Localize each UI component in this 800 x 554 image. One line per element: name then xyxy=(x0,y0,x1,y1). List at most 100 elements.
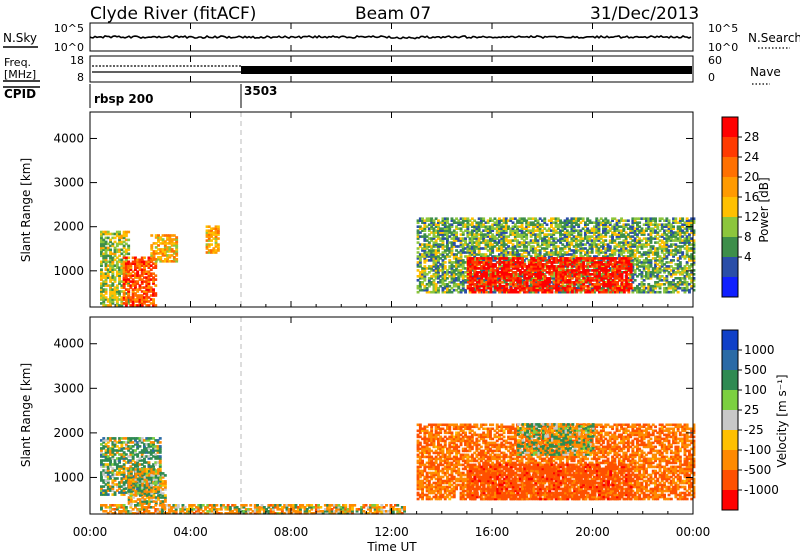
heatmap-cell xyxy=(611,255,614,258)
heatmap-cell xyxy=(106,473,110,476)
heatmap-cell xyxy=(432,249,436,252)
heatmap-cell xyxy=(416,290,420,294)
heatmap-cell xyxy=(482,286,486,290)
heatmap-cell xyxy=(457,279,461,282)
heatmap-cell xyxy=(477,237,481,240)
heatmap-cell xyxy=(615,257,619,260)
heatmap-cell xyxy=(559,249,562,252)
heatmap-cell xyxy=(118,294,121,297)
heatmap-cell xyxy=(622,290,626,294)
heatmap-cell xyxy=(547,255,551,258)
heatmap-cell xyxy=(113,264,117,267)
heatmap-cell xyxy=(604,261,608,264)
heatmap-cell xyxy=(602,265,605,268)
heatmap-cell xyxy=(574,229,578,232)
heatmap-cell xyxy=(516,249,519,252)
heatmap-cell xyxy=(205,233,209,236)
heatmap-cell xyxy=(475,225,479,228)
heatmap-cell xyxy=(469,277,472,280)
heatmap-cell xyxy=(106,232,110,236)
heatmap-cell xyxy=(485,273,488,276)
heatmap-cell xyxy=(452,281,456,284)
heatmap-cell xyxy=(645,245,648,248)
heatmap-cell xyxy=(615,263,619,266)
heatmap-cell xyxy=(477,223,481,226)
heatmap-cell xyxy=(570,239,574,242)
heatmap-cell xyxy=(672,225,675,228)
heatmap-cell xyxy=(106,487,110,490)
heatmap-cell xyxy=(113,493,117,496)
heatmap-cell xyxy=(134,256,137,260)
heatmap-cell xyxy=(505,275,509,278)
heatmap-cell xyxy=(216,237,220,240)
heatmap-cell xyxy=(647,223,651,226)
heatmap-cell xyxy=(505,286,509,290)
heatmap-cell xyxy=(100,491,103,494)
heatmap-cell xyxy=(629,277,633,280)
heatmap-cell xyxy=(432,233,436,236)
heatmap-cell xyxy=(599,221,603,224)
heatmap-cell xyxy=(574,247,578,250)
heatmap-cell xyxy=(604,267,608,270)
heatmap-cell xyxy=(529,223,533,226)
heatmap-cell xyxy=(127,292,131,295)
heatmap-cell xyxy=(642,290,646,294)
heatmap-cell xyxy=(487,286,491,290)
heatmap-cell xyxy=(548,281,552,284)
heatmap-cell xyxy=(520,281,524,284)
heatmap-cell xyxy=(104,475,108,478)
heatmap-cell xyxy=(100,477,103,480)
heatmap-cell xyxy=(568,257,572,260)
heatmap-cell xyxy=(111,296,115,299)
heatmap-cell xyxy=(100,254,103,258)
heatmap-cell xyxy=(570,281,574,284)
heatmap-cell xyxy=(642,279,646,282)
heatmap-cell xyxy=(434,239,438,242)
heatmap-cell xyxy=(606,231,610,234)
heatmap-cell xyxy=(147,264,151,267)
heatmap-cell xyxy=(503,261,506,264)
heatmap-cell xyxy=(613,277,617,280)
heatmap-cell xyxy=(654,221,657,224)
heatmap-cell xyxy=(529,290,533,294)
heatmap-cell xyxy=(613,245,617,248)
heatmap-cell xyxy=(109,487,112,490)
heatmap-cell xyxy=(475,279,479,282)
heatmap-cell xyxy=(586,267,590,270)
heatmap-cell xyxy=(486,229,490,232)
heatmap-cell xyxy=(102,296,106,299)
heatmap-cell xyxy=(586,219,590,222)
heatmap-cell xyxy=(564,257,567,260)
heatmap-cell xyxy=(559,255,562,258)
heatmap-cell xyxy=(609,277,613,280)
heatmap-cell xyxy=(109,300,112,303)
heatmap-cell xyxy=(109,270,112,273)
heatmap-cell xyxy=(172,250,176,253)
heatmap-cell xyxy=(470,275,474,278)
heatmap-cell xyxy=(437,261,440,264)
heatmap-cell xyxy=(470,237,474,240)
heatmap-cell xyxy=(669,259,673,262)
heatmap-cell xyxy=(104,455,108,458)
heatmap-cell xyxy=(620,245,623,248)
heatmap-cell xyxy=(561,237,565,240)
heatmap-cell xyxy=(152,252,156,255)
heatmap-cell xyxy=(539,265,543,268)
heatmap-cell xyxy=(521,267,524,270)
heatmap-cell xyxy=(651,219,655,222)
heatmap-cell xyxy=(618,279,622,282)
heatmap-cell xyxy=(509,247,513,250)
heatmap-cell xyxy=(688,249,691,252)
heatmap-cell xyxy=(518,286,522,290)
heatmap-cell xyxy=(423,221,427,224)
heatmap-cell xyxy=(660,223,664,226)
heatmap-cell xyxy=(418,284,422,288)
heatmap-cell xyxy=(572,239,576,242)
heatmap-cell xyxy=(487,283,491,286)
heatmap-cell xyxy=(448,251,452,254)
heatmap-cell xyxy=(581,227,585,230)
heatmap-cell xyxy=(591,259,595,262)
heatmap-cell xyxy=(559,275,563,278)
heatmap-cell xyxy=(616,275,619,278)
